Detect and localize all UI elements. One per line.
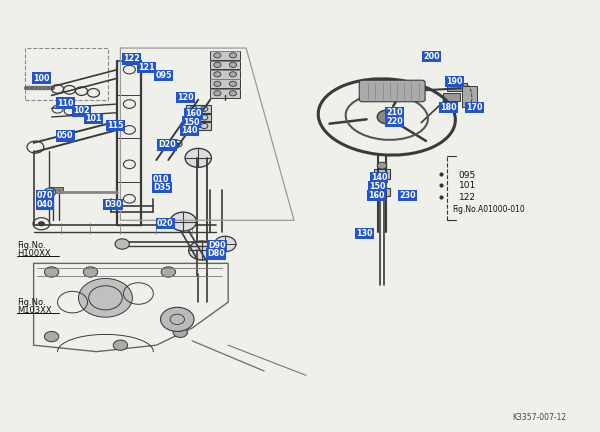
Circle shape xyxy=(173,327,187,337)
Text: D30: D30 xyxy=(104,200,122,209)
Text: 101: 101 xyxy=(85,114,102,123)
Text: 200: 200 xyxy=(424,52,440,61)
Text: 115: 115 xyxy=(107,121,124,130)
FancyBboxPatch shape xyxy=(210,51,240,60)
Text: 130: 130 xyxy=(356,229,373,238)
FancyBboxPatch shape xyxy=(186,122,211,130)
Text: Fig.No.A01000-010: Fig.No.A01000-010 xyxy=(452,205,526,214)
Text: D90: D90 xyxy=(209,241,226,250)
FancyBboxPatch shape xyxy=(461,86,476,108)
FancyBboxPatch shape xyxy=(210,70,240,79)
Text: 095: 095 xyxy=(155,71,172,80)
Text: 160: 160 xyxy=(368,191,385,200)
Text: 140: 140 xyxy=(371,173,387,182)
Circle shape xyxy=(229,72,236,77)
Text: 095: 095 xyxy=(458,171,476,180)
Text: 150: 150 xyxy=(370,182,386,191)
Text: 020: 020 xyxy=(157,219,173,228)
Text: 110: 110 xyxy=(57,98,74,108)
Circle shape xyxy=(214,91,221,96)
Circle shape xyxy=(161,267,175,277)
Text: 120: 120 xyxy=(177,93,193,102)
Circle shape xyxy=(44,188,56,197)
FancyBboxPatch shape xyxy=(210,79,240,88)
Circle shape xyxy=(219,239,233,249)
Circle shape xyxy=(229,91,236,96)
Text: K3357-007-12: K3357-007-12 xyxy=(512,413,566,422)
Text: 122: 122 xyxy=(458,194,476,203)
Text: 010: 010 xyxy=(153,175,169,184)
Circle shape xyxy=(113,340,128,350)
Circle shape xyxy=(214,81,221,86)
FancyBboxPatch shape xyxy=(448,83,467,91)
Text: 040: 040 xyxy=(37,200,53,209)
Circle shape xyxy=(170,212,196,231)
Circle shape xyxy=(115,239,130,249)
Text: 050: 050 xyxy=(57,131,74,140)
Text: 150: 150 xyxy=(183,118,199,127)
Circle shape xyxy=(229,81,236,86)
Text: D80: D80 xyxy=(208,249,225,258)
Text: 102: 102 xyxy=(73,106,90,115)
Text: H100XX: H100XX xyxy=(17,248,51,257)
Circle shape xyxy=(161,307,194,331)
FancyBboxPatch shape xyxy=(210,89,240,98)
Text: Fig.No.: Fig.No. xyxy=(17,241,46,250)
Text: 220: 220 xyxy=(386,117,403,126)
Text: 180: 180 xyxy=(440,103,457,112)
Circle shape xyxy=(229,62,236,67)
FancyBboxPatch shape xyxy=(210,60,240,69)
FancyBboxPatch shape xyxy=(374,188,391,196)
FancyBboxPatch shape xyxy=(443,93,460,101)
Circle shape xyxy=(44,331,59,342)
Text: 122: 122 xyxy=(123,54,140,64)
FancyBboxPatch shape xyxy=(374,169,391,178)
FancyBboxPatch shape xyxy=(186,105,211,113)
Circle shape xyxy=(214,62,221,67)
Text: 160: 160 xyxy=(185,109,202,118)
Text: 190: 190 xyxy=(446,77,463,86)
Circle shape xyxy=(44,267,59,277)
Circle shape xyxy=(214,53,221,58)
FancyBboxPatch shape xyxy=(50,187,63,193)
Text: 100: 100 xyxy=(33,74,50,83)
Text: 210: 210 xyxy=(386,108,403,117)
Text: Fig.No.: Fig.No. xyxy=(17,299,46,308)
Circle shape xyxy=(214,236,236,252)
Text: M103XX: M103XX xyxy=(17,306,52,315)
Circle shape xyxy=(185,149,211,167)
Circle shape xyxy=(229,53,236,58)
Circle shape xyxy=(188,241,215,260)
Circle shape xyxy=(377,162,387,169)
Text: 170: 170 xyxy=(467,103,483,112)
Circle shape xyxy=(38,221,45,226)
Circle shape xyxy=(175,143,179,145)
Circle shape xyxy=(214,72,221,77)
Text: D20: D20 xyxy=(158,140,176,149)
Text: D35: D35 xyxy=(154,183,171,192)
Text: 101: 101 xyxy=(458,181,476,191)
Circle shape xyxy=(79,279,133,317)
FancyBboxPatch shape xyxy=(186,114,211,121)
Text: 140: 140 xyxy=(181,126,197,135)
Text: 230: 230 xyxy=(400,191,416,200)
Text: 121: 121 xyxy=(138,63,154,72)
Circle shape xyxy=(377,110,397,124)
Circle shape xyxy=(83,267,98,277)
FancyBboxPatch shape xyxy=(359,80,425,102)
Text: 070: 070 xyxy=(37,191,53,200)
